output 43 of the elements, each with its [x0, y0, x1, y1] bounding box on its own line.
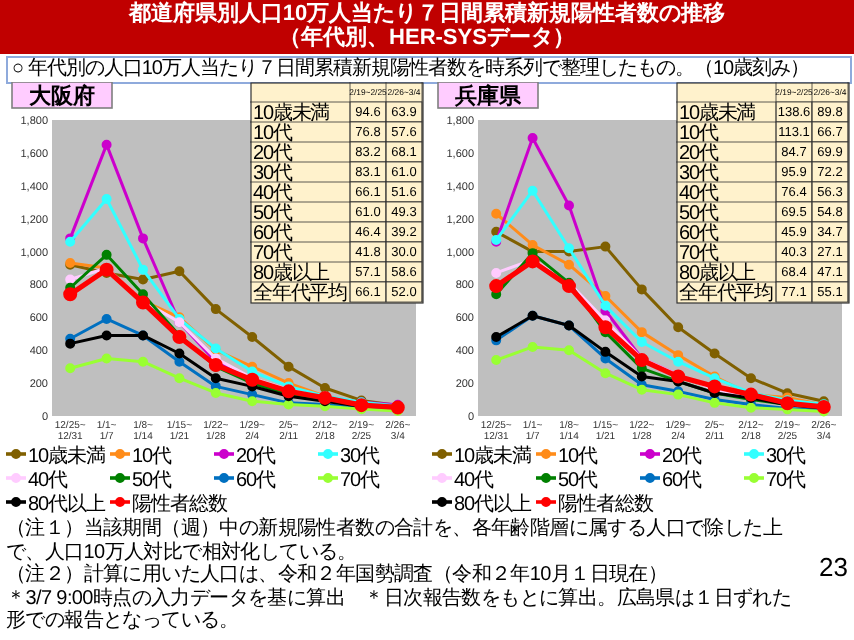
legend-label: 20代	[662, 446, 703, 468]
legend-label: 50代	[132, 470, 173, 492]
chart-title: 大阪府	[29, 83, 95, 109]
legend-label: 10代	[558, 446, 599, 468]
legend-label: 70代	[340, 470, 381, 492]
legend-label: 60代	[662, 470, 703, 492]
y-tick-label: 60代	[679, 223, 719, 246]
y-tick-label: 50代	[679, 203, 719, 226]
text: ＊3/7 9:00時点の入力データを基に算出 ＊日次報告数をもとに算出。広島県は１日ずれた形での報告となっている。	[6, 587, 794, 633]
text: ○ 年代別の人口10万人当たり７日間累積新規陽性者数を時系列で整理したもの。（10歳刻み）	[6, 56, 852, 84]
y-tick-label: 全年代平均	[679, 281, 775, 306]
y-tick-label: 全年代平均	[253, 281, 349, 306]
chart-title: 兵庫県	[453, 83, 523, 109]
text: （年代別、HER-SYSデータ）	[277, 26, 577, 50]
legend-label: 20代	[236, 446, 277, 468]
y-tick-label: 10歳未満	[253, 101, 331, 126]
legend-label: 50代	[558, 470, 599, 492]
y-tick-label: 30代	[253, 163, 293, 186]
legend-label: 70代	[766, 470, 807, 492]
text: （注１）当該期間（週）中の新規陽性者数の合計を、各年齢階層に属する人口で除した上で、人口10万人対比で相対化している。	[6, 518, 785, 563]
legend-label: 10代	[132, 446, 173, 468]
legend-label: 30代	[766, 446, 807, 468]
y-tick-label: 10代	[679, 123, 719, 146]
y-tick-label: 80歳以上	[679, 261, 757, 286]
y-tick-label: 20代	[679, 143, 719, 166]
text: 都道府県別人口10万人当たり７日間累積新規陽性者数の推移	[126, 2, 728, 26]
y-tick-label: 40代	[679, 183, 719, 206]
legend-label: 80代以上	[454, 492, 533, 516]
legend-label: 60代	[236, 470, 277, 492]
legend-label: 30代	[340, 446, 381, 468]
legend-label: 陽性者総数	[558, 492, 654, 516]
text: （注２）計算に用いた人口は、令和２年国勢調査（令和２年10月１日現在）	[6, 564, 670, 587]
y-tick-label: 40代	[253, 183, 293, 206]
text: 23	[819, 552, 848, 582]
y-tick-label: 30代	[679, 163, 719, 186]
y-tick-label: 20代	[253, 143, 293, 166]
y-tick-label: 60代	[253, 223, 293, 246]
y-tick-label: 10代	[253, 123, 293, 146]
y-tick-label: 80歳以上	[253, 261, 331, 286]
legend-label: 80代以上	[28, 492, 107, 516]
y-tick-label: 10歳未満	[679, 101, 757, 126]
legend-label: 陽性者総数	[132, 492, 228, 516]
y-tick-label: 50代	[253, 203, 293, 226]
